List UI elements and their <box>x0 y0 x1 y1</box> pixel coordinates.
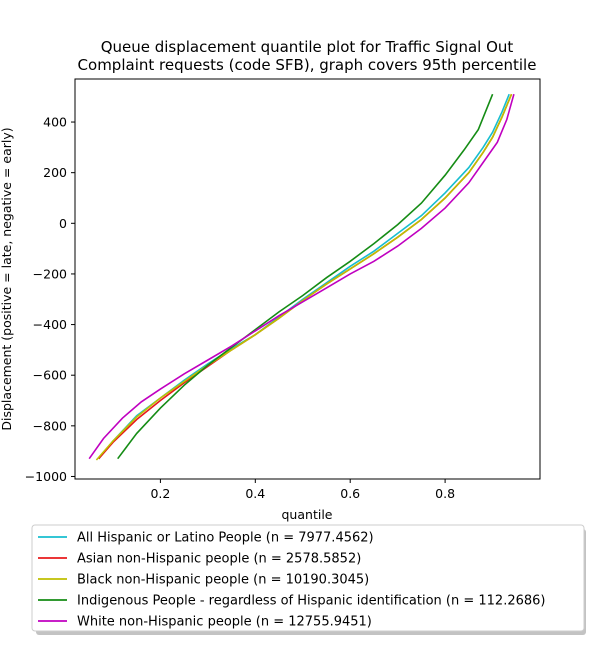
x-tick-label: 0.8 <box>435 486 455 501</box>
y-tick-label: −1000 <box>25 469 67 484</box>
plot-frame <box>74 78 541 480</box>
y-tick-label: −800 <box>33 418 67 433</box>
y-tick-label: 0 <box>59 216 67 231</box>
y-tick-label: 200 <box>43 165 67 180</box>
plot-lines <box>88 93 515 461</box>
legend-label: Asian non-Hispanic people (n = 2578.5852… <box>77 552 361 567</box>
series-line-4 <box>117 93 494 460</box>
legend-label: Indigenous People - regardless of Hispan… <box>77 594 546 609</box>
x-tick-label: 0.2 <box>150 486 170 501</box>
x-tick-label: 0.6 <box>340 486 360 501</box>
y-axis-label: Displacement (positive = late, negative … <box>0 127 14 430</box>
y-tick-label: −600 <box>33 368 67 383</box>
x-tick-label: 0.4 <box>245 486 265 501</box>
x-axis-label: quantile <box>282 507 333 522</box>
y-tick-label: −200 <box>33 266 67 281</box>
legend: All Hispanic or Latino People (n = 7977.… <box>31 524 586 635</box>
y-tick-label: 400 <box>43 115 67 130</box>
legend-label: White non-Hispanic people (n = 12755.945… <box>77 615 372 630</box>
chart-title-line-2: Complaint requests (code SFB), graph cov… <box>78 56 537 74</box>
y-axis-ticks: −1000 −800 −600 −400 −200 0 200 400 <box>25 115 75 484</box>
chart-title-line-1: Queue displacement quantile plot for Tra… <box>101 38 514 56</box>
legend-box <box>31 524 585 632</box>
legend-entries: All Hispanic or Latino People (n = 7977.… <box>38 531 546 630</box>
series-line-1 <box>98 93 510 460</box>
legend-label: All Hispanic or Latino People (n = 7977.… <box>77 531 374 546</box>
x-axis-ticks: 0.2 0.4 0.6 0.8 <box>150 479 455 501</box>
legend-label: Black non-Hispanic people (n = 10190.304… <box>77 573 369 588</box>
series-line-2 <box>98 93 513 460</box>
y-tick-label: −400 <box>33 317 67 332</box>
series-line-5 <box>88 93 515 460</box>
series-line-3 <box>95 93 513 461</box>
